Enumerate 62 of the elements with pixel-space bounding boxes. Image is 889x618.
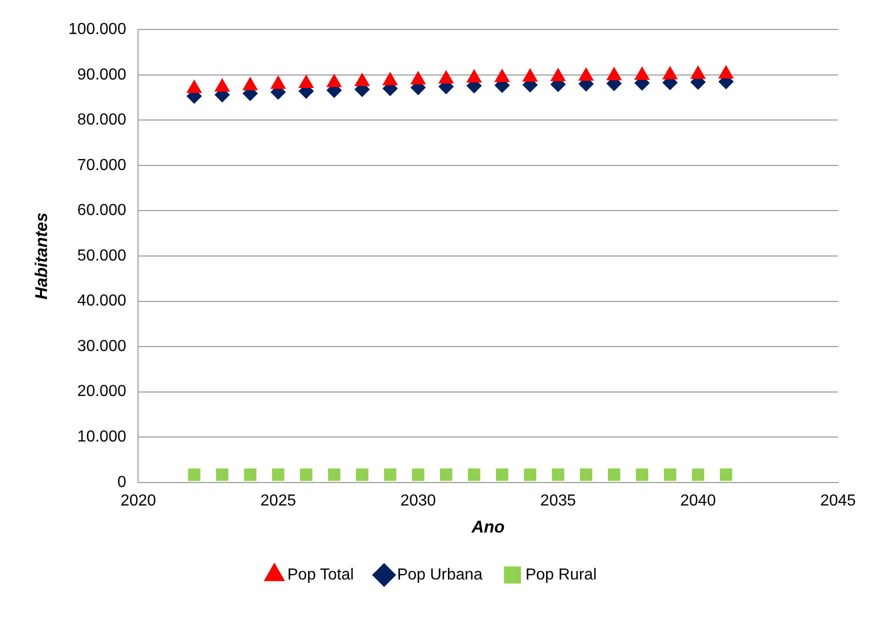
point bbox=[326, 74, 342, 88]
y-tick-label: 50.000 bbox=[77, 247, 126, 264]
y-tick-label: 100.000 bbox=[68, 21, 126, 38]
point bbox=[550, 68, 566, 82]
point bbox=[382, 72, 398, 86]
x-tick-label: 2045 bbox=[820, 492, 856, 510]
point bbox=[524, 468, 536, 481]
point bbox=[606, 67, 622, 80]
point bbox=[690, 66, 706, 79]
y-tick-label: 80.000 bbox=[77, 112, 126, 129]
point bbox=[720, 468, 732, 481]
point bbox=[580, 468, 592, 481]
x-tick-label: 2025 bbox=[260, 492, 296, 510]
x-tick-label: 2035 bbox=[540, 492, 576, 510]
point bbox=[188, 468, 200, 481]
point bbox=[608, 468, 620, 481]
point bbox=[412, 468, 424, 481]
point bbox=[272, 468, 284, 481]
point bbox=[494, 69, 510, 82]
y-axis-title: Habitantes bbox=[32, 212, 51, 300]
y-tick-label: 0 bbox=[117, 474, 126, 491]
x-tick-label: 2040 bbox=[680, 492, 716, 510]
point bbox=[662, 66, 678, 80]
point bbox=[354, 73, 370, 86]
point bbox=[636, 468, 648, 481]
point bbox=[496, 468, 508, 481]
legend-label: Pop Rural bbox=[525, 566, 597, 584]
legend-label: Pop Total bbox=[287, 566, 354, 584]
x-tick-label: 2020 bbox=[120, 492, 156, 510]
point bbox=[270, 76, 286, 89]
point bbox=[298, 74, 314, 88]
y-tick-label: 90.000 bbox=[77, 66, 126, 84]
y-tick-label: 10.000 bbox=[77, 428, 126, 446]
point bbox=[328, 468, 340, 481]
point bbox=[718, 65, 734, 78]
point bbox=[466, 70, 482, 83]
point bbox=[468, 468, 480, 481]
point bbox=[440, 468, 452, 481]
point bbox=[356, 468, 368, 481]
point bbox=[692, 468, 704, 481]
y-tick-label: 30.000 bbox=[77, 338, 126, 355]
x-axis-title: Ano bbox=[470, 517, 505, 536]
y-tick-label: 40.000 bbox=[77, 292, 126, 310]
point bbox=[634, 66, 650, 80]
legend-label: Pop Urbana bbox=[397, 566, 483, 584]
point bbox=[300, 468, 312, 481]
point bbox=[216, 468, 228, 481]
point bbox=[186, 80, 202, 93]
point bbox=[410, 71, 426, 84]
point bbox=[552, 468, 564, 481]
point bbox=[242, 77, 258, 90]
point bbox=[244, 468, 256, 481]
y-tick-label: 20.000 bbox=[77, 383, 126, 400]
point bbox=[438, 70, 454, 84]
y-tick-label: 70.000 bbox=[77, 156, 126, 174]
point bbox=[578, 68, 594, 81]
y-tick-label: 60.000 bbox=[77, 202, 126, 220]
point bbox=[522, 68, 538, 82]
x-tick-label: 2030 bbox=[400, 492, 436, 510]
point bbox=[664, 468, 676, 481]
point bbox=[384, 468, 396, 481]
point bbox=[214, 78, 230, 92]
